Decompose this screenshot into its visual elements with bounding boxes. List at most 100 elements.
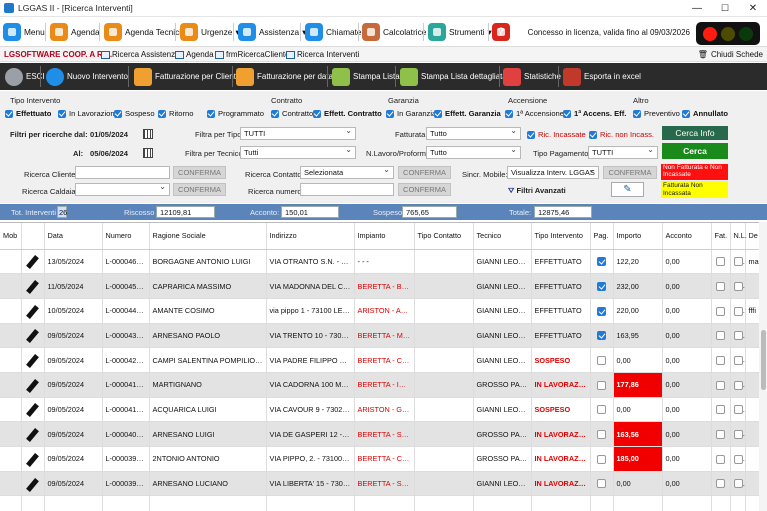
table-row[interactable]: 09/05/2024 L-000041/L/24 MARTIGNANO VIA CAD… <box>0 372 767 398</box>
calcolatrice-button[interactable]: Calcolatrice <box>362 21 426 43</box>
urgenze-button[interactable]: Urgenze▾ <box>180 21 240 43</box>
table-row[interactable] <box>0 495 767 511</box>
column-header[interactable]: Mob <box>0 223 22 250</box>
table-row[interactable]: 09/05/2024 L-000043/24 ARNESANO PAOLO VIA T… <box>0 323 767 349</box>
table-row[interactable]: 11/05/2024 L-000045/24 CAPRARICA MASSIMO VI… <box>0 273 767 299</box>
flag-checkbox[interactable] <box>733 380 743 390</box>
cliente-input[interactable] <box>75 166 170 179</box>
conferma-cliente-button[interactable]: CONFERMA <box>173 166 226 179</box>
pagato-checkbox[interactable] <box>597 380 606 390</box>
checkbox-prima-accensione[interactable]: 1ª Accensione <box>505 109 564 118</box>
flag-checkbox[interactable] <box>733 405 743 415</box>
filtri-avanzati-button[interactable]: ⛛ Filtri Avanzati <box>508 186 566 196</box>
pencil-icon[interactable] <box>26 255 39 270</box>
flag-checkbox[interactable] <box>733 355 743 365</box>
dal-value[interactable]: 01/05/2024 <box>90 130 129 139</box>
fatturazione-cliente-button[interactable]: Fatturazione per Cliente <box>134 66 240 87</box>
stampa-lista-button[interactable]: Stampa Lista <box>332 66 400 87</box>
table-row[interactable]: 09/05/2024 L-000042/24 CAMPI SALENTINA POM… <box>0 347 767 373</box>
flag-checkbox[interactable] <box>716 257 725 267</box>
close-tabs-button[interactable]: 🗑 Chiudi Schede <box>698 50 763 59</box>
table-row[interactable]: 09/05/2024 L-000039/24 ARNESANO LUCIANO VIA… <box>0 471 767 497</box>
table-row[interactable]: 09/05/2024 L-000041/24 ACQUARICA LUIGI VIA … <box>0 397 767 423</box>
pagato-checkbox[interactable] <box>597 479 606 489</box>
tab-frm-ricerca-cliente[interactable]: frmRicercaCliente <box>215 50 290 59</box>
flag-checkbox[interactable] <box>716 405 725 415</box>
strumenti-button[interactable]: Strumenti ▾ <box>428 21 492 43</box>
column-header[interactable] <box>21 223 45 250</box>
checkbox-preventivo[interactable]: Preventivo <box>633 109 680 118</box>
checkbox-ric-non-incass[interactable]: Ric. non Incass. <box>589 130 654 139</box>
checkbox-in-lavorazione[interactable]: In Lavorazione <box>58 109 119 118</box>
flag-checkbox[interactable] <box>733 479 743 489</box>
agenda-tecnici-button[interactable]: Agenda Tecnici <box>104 21 181 43</box>
pencil-icon[interactable] <box>26 403 39 418</box>
checkbox-effett-contratto[interactable]: Effett. Contratto <box>313 109 382 118</box>
pencil-icon[interactable] <box>26 477 39 492</box>
conferma-caldaia-button[interactable]: CONFERMA <box>173 183 226 196</box>
flag-checkbox[interactable] <box>733 429 743 439</box>
column-header[interactable]: N.L. <box>730 223 747 250</box>
flag-checkbox[interactable] <box>733 331 743 341</box>
al-value[interactable]: 05/06/2024 <box>90 149 129 158</box>
tab-agenda[interactable]: Agenda <box>175 50 214 59</box>
pencil-icon[interactable] <box>26 329 39 344</box>
maximize-button[interactable]: ☐ <box>720 3 730 13</box>
tipo-pagamento-select[interactable]: TUTTI <box>588 146 658 159</box>
assistenza-button[interactable]: Assistenza▾ <box>238 21 306 43</box>
checkbox-prima-accens-eff[interactable]: 1ª Accens. Eff. <box>563 109 626 118</box>
flag-checkbox[interactable] <box>716 429 725 439</box>
esporta-excel-button[interactable]: Esporta in excel <box>563 66 641 87</box>
flag-checkbox[interactable] <box>716 479 725 489</box>
pagato-checkbox[interactable] <box>597 331 606 341</box>
column-header[interactable]: Impianto <box>354 223 415 250</box>
nlavoro-select[interactable]: Tutto <box>426 146 521 159</box>
conferma-numero-button[interactable]: CONFERMA <box>398 183 451 196</box>
pencil-icon[interactable] <box>26 304 39 319</box>
conferma-contatto-button[interactable]: CONFERMA <box>398 166 451 179</box>
scrollbar-thumb[interactable] <box>761 330 766 390</box>
column-header[interactable]: Tecnico <box>473 223 532 250</box>
chiamate-button[interactable]: Chiamate <box>305 21 362 43</box>
nuovo-intervento-button[interactable]: Nuovo Intervento <box>46 66 128 87</box>
column-header[interactable]: Ragione Sociale <box>149 223 267 250</box>
flag-checkbox[interactable] <box>716 281 725 291</box>
column-header[interactable]: Tipo Contatto <box>414 223 474 250</box>
tab-ricerca-interventi[interactable]: Ricerca Interventi <box>286 50 359 59</box>
caldaia-select[interactable] <box>75 183 170 196</box>
flag-checkbox[interactable] <box>733 306 743 316</box>
checkbox-annullato[interactable]: Annullato <box>682 109 728 118</box>
contatto-select[interactable]: Selezionata <box>300 166 394 179</box>
tecnico-select[interactable]: Tutti <box>240 146 356 159</box>
agenda-button[interactable]: Agenda <box>50 21 100 43</box>
checkbox-sospeso[interactable]: Sospeso <box>114 109 155 118</box>
column-header[interactable]: Pag. <box>590 223 614 250</box>
pagato-checkbox[interactable] <box>597 257 606 267</box>
table-row[interactable]: 10/05/2024 L-000044/24 AMANTE COSIMO via pi… <box>0 298 767 324</box>
flag-checkbox[interactable] <box>716 331 725 341</box>
sincr-select[interactable]: Visualizza Interv. LGGAS <box>507 166 599 179</box>
flag-checkbox[interactable] <box>733 257 743 267</box>
fatturazione-data-button[interactable]: Fatturazione per data <box>236 66 333 87</box>
column-header[interactable]: Data <box>44 223 103 250</box>
pencil-icon[interactable] <box>26 452 39 467</box>
pencil-icon[interactable] <box>26 280 39 295</box>
checkbox-ritorno[interactable]: Ritorno <box>158 109 193 118</box>
pencil-icon[interactable] <box>26 354 39 369</box>
pagato-checkbox[interactable] <box>597 306 606 316</box>
pagato-checkbox[interactable] <box>597 355 606 365</box>
pencil-icon[interactable] <box>26 378 39 393</box>
table-row[interactable]: 13/05/2024 L-000046/24 BORGAGNE ANTONIO LU… <box>0 249 767 275</box>
column-header[interactable]: Acconto <box>662 223 712 250</box>
tab-ricerca-assistenze[interactable]: Ricerca Assistenze <box>101 50 180 59</box>
menu-button[interactable]: Menu <box>3 21 45 43</box>
edit-filter-button[interactable]: ✎ <box>611 182 644 197</box>
cerca-button[interactable]: Cerca <box>662 143 728 159</box>
statistiche-button[interactable]: Statistiche <box>503 66 561 87</box>
checkbox-in-garanzia[interactable]: In Garanzia <box>386 109 436 118</box>
tipo-select[interactable]: TUTTI <box>240 127 356 140</box>
numero-input[interactable] <box>300 183 394 196</box>
flag-checkbox[interactable] <box>716 380 725 390</box>
close-button[interactable]: ✕ <box>748 3 758 14</box>
pencil-icon[interactable] <box>26 428 39 443</box>
